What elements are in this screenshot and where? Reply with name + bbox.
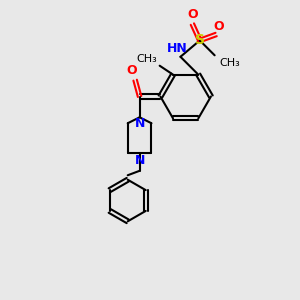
Text: HN: HN (167, 42, 187, 55)
Text: N: N (134, 117, 145, 130)
Text: S: S (195, 33, 205, 47)
Text: O: O (127, 64, 137, 76)
Text: N: N (134, 154, 145, 167)
Text: O: O (187, 8, 198, 21)
Text: CH₃: CH₃ (136, 54, 157, 64)
Text: O: O (214, 20, 224, 33)
Text: CH₃: CH₃ (219, 58, 240, 68)
